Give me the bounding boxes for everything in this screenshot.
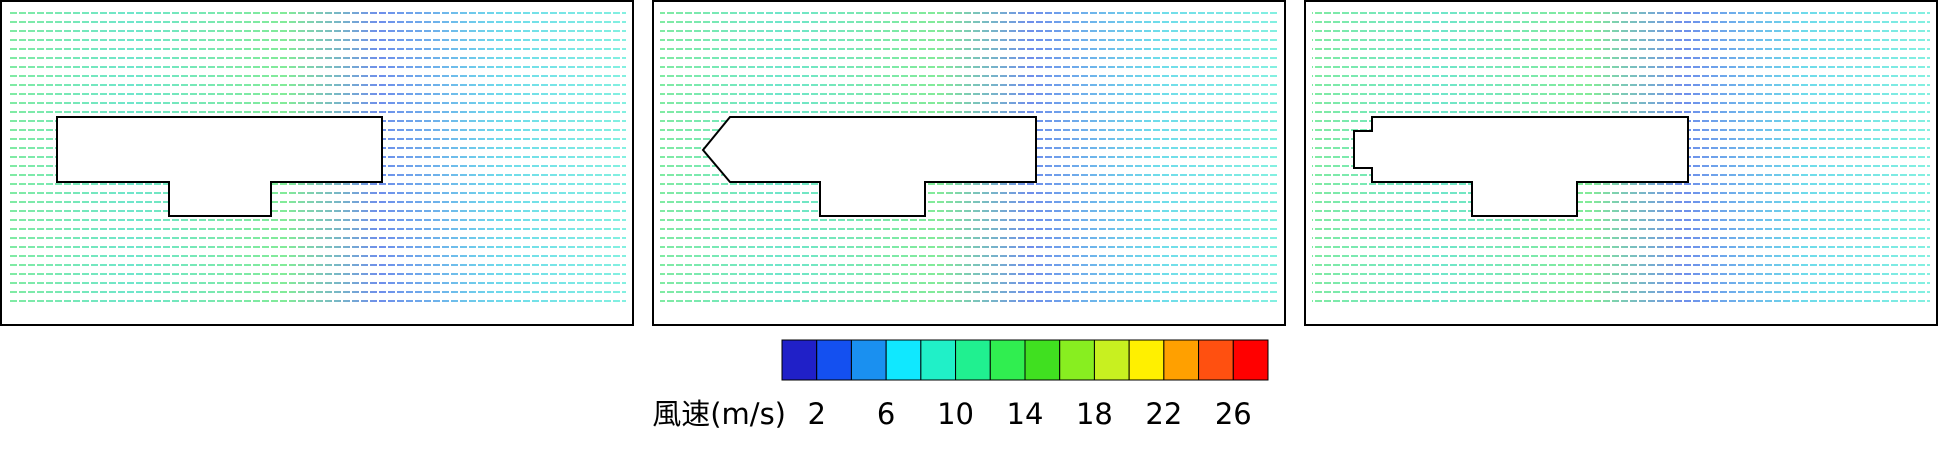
tick-label: 22: [1145, 397, 1182, 431]
tick-label: 2: [807, 397, 825, 431]
tick-label: 10: [937, 397, 974, 431]
colorbar-segment: [1024, 339, 1061, 381]
panel-1: [0, 0, 634, 326]
tick-label: 6: [877, 397, 895, 431]
colorbar: 風速(m/s) 2 6 10 14 18 22 26: [652, 339, 1269, 431]
colorbar-segment: [1128, 339, 1165, 381]
colorbar-segment: [1232, 339, 1269, 381]
colorbar-segment: [781, 339, 818, 381]
panel-3: [1304, 0, 1938, 326]
colorbar-segment: [955, 339, 991, 381]
panel-2: [652, 0, 1286, 326]
tick-label: 14: [1007, 397, 1044, 431]
tick-label: 18: [1076, 397, 1113, 431]
colorbar-label: 風速(m/s): [652, 397, 786, 431]
colorbar-segment: [885, 339, 922, 381]
colorbar-segment: [1198, 339, 1234, 381]
colorbar-segment: [1059, 339, 1095, 381]
colorbar-segment: [850, 339, 887, 381]
colorbar-segment: [920, 339, 957, 381]
colorbar-segment: [1093, 339, 1130, 381]
colorbar-segment: [816, 339, 852, 381]
tick-label: 26: [1215, 397, 1252, 431]
colorbar-segment: [989, 339, 1026, 381]
colorbar-segment: [1163, 339, 1200, 381]
